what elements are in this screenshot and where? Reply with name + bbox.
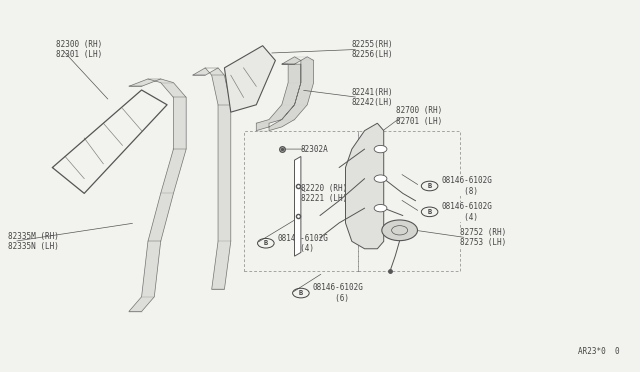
Text: B: B <box>428 183 432 189</box>
Text: 08146-6102G
     (4): 08146-6102G (4) <box>277 234 328 253</box>
Text: 08146-6102G
     (8): 08146-6102G (8) <box>441 176 492 196</box>
Text: 82302A: 82302A <box>301 145 328 154</box>
Text: 82220 (RH)
82221 (LH): 82220 (RH) 82221 (LH) <box>301 184 347 203</box>
Polygon shape <box>193 68 231 289</box>
Circle shape <box>382 220 417 241</box>
Text: 82752 (RH)
82753 (LH): 82752 (RH) 82753 (LH) <box>460 228 506 247</box>
Polygon shape <box>294 157 301 256</box>
Text: B: B <box>428 209 432 215</box>
Text: 82335M (RH)
82335N (LH): 82335M (RH) 82335N (LH) <box>8 232 59 251</box>
Circle shape <box>374 175 387 182</box>
Text: 82700 (RH)
82701 (LH): 82700 (RH) 82701 (LH) <box>396 106 443 125</box>
Polygon shape <box>129 79 186 311</box>
Circle shape <box>374 145 387 153</box>
Text: 08146-6102G
     (4): 08146-6102G (4) <box>441 202 492 222</box>
Text: B: B <box>264 240 268 246</box>
Polygon shape <box>256 57 314 131</box>
Circle shape <box>374 205 387 212</box>
Text: 82300 (RH)
82301 (LH): 82300 (RH) 82301 (LH) <box>56 40 102 59</box>
Text: 82241(RH)
82242(LH): 82241(RH) 82242(LH) <box>352 88 394 107</box>
Text: 08146-6102G
     (6): 08146-6102G (6) <box>312 283 364 303</box>
Polygon shape <box>346 123 384 249</box>
Polygon shape <box>225 46 275 112</box>
Text: B: B <box>299 290 303 296</box>
Text: 82255(RH)
82256(LH): 82255(RH) 82256(LH) <box>352 40 394 59</box>
Text: AR23*0  0: AR23*0 0 <box>578 347 620 356</box>
